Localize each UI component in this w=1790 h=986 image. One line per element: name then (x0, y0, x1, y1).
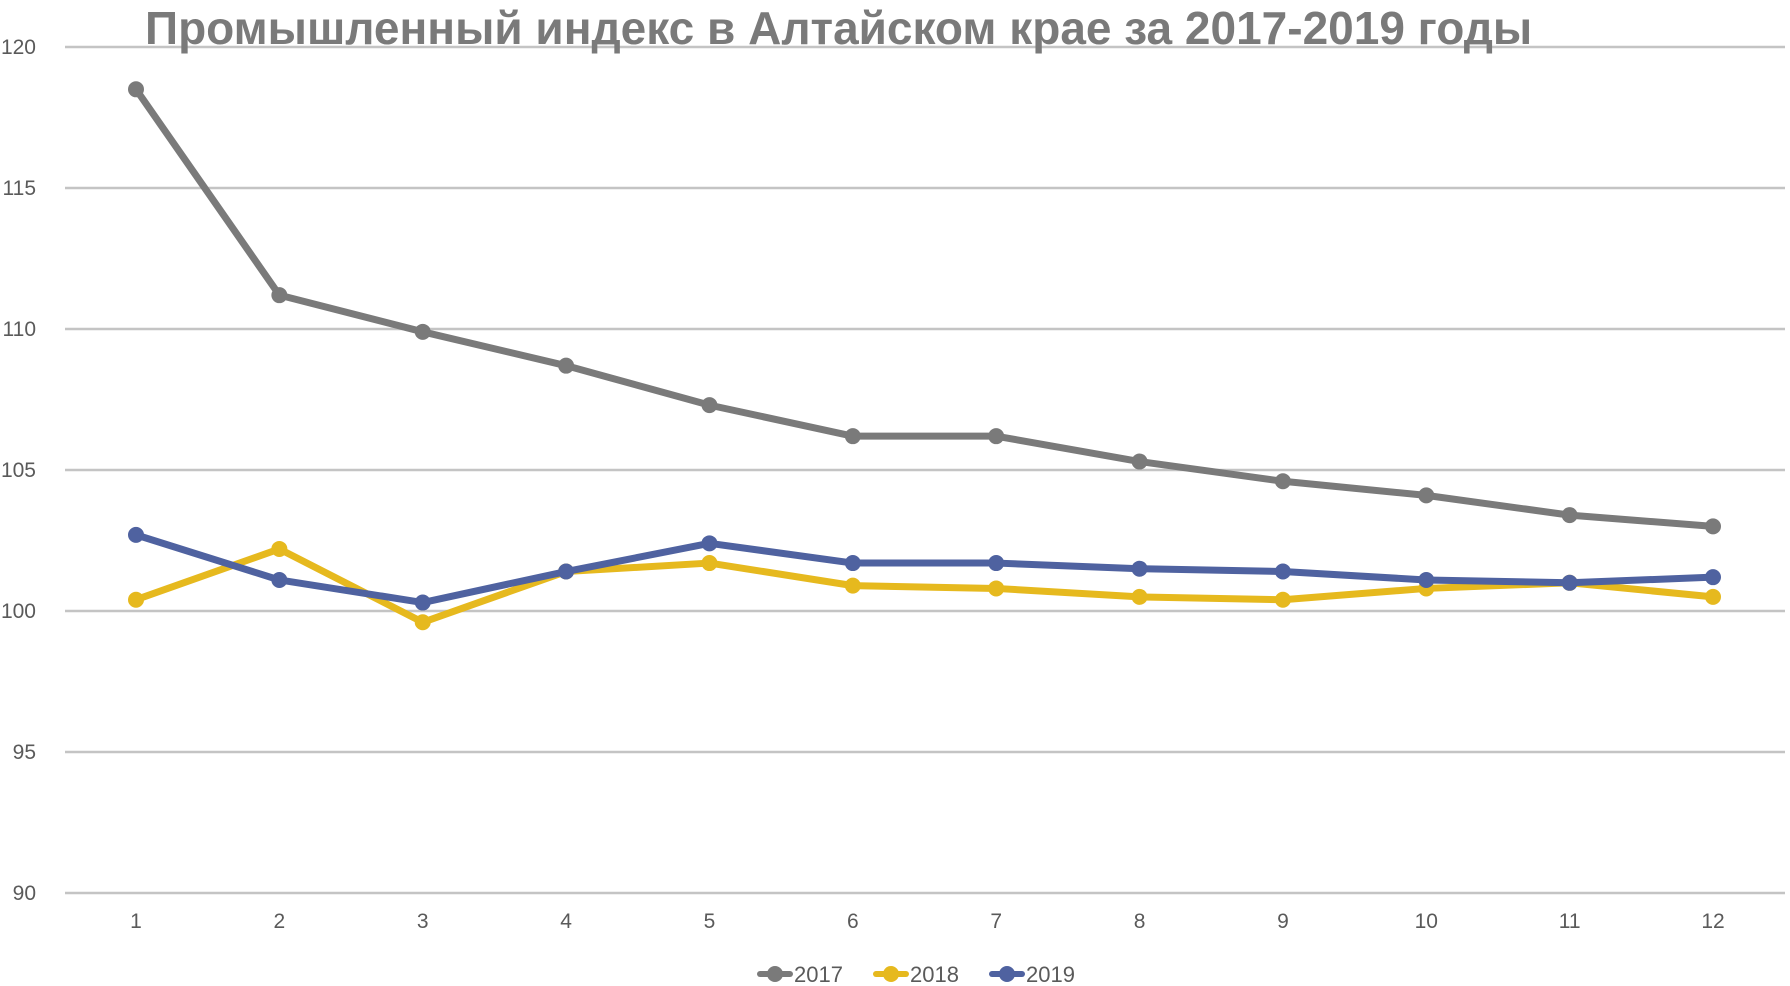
x-tick-label: 3 (417, 910, 429, 933)
data-point-2017-8 (1131, 453, 1148, 470)
data-point-2017-2 (271, 287, 288, 304)
legend-label: 2019 (1026, 962, 1075, 986)
data-point-2018-5 (701, 555, 718, 572)
series-2017 (128, 81, 1721, 535)
data-point-2017-6 (844, 428, 861, 445)
data-point-2019-10 (1418, 571, 1435, 588)
x-tick-label: 2 (274, 910, 286, 933)
y-tick-label: 110 (3, 318, 36, 341)
data-point-2019-4 (558, 563, 575, 580)
data-point-2019-5 (701, 535, 718, 552)
x-tick-label: 12 (1701, 910, 1724, 933)
series-line-2018 (132, 545, 1717, 626)
data-point-2017-7 (988, 428, 1005, 445)
x-tick-label: 9 (1277, 910, 1289, 933)
y-tick-label: 100 (1, 600, 36, 623)
x-tick-label: 4 (560, 910, 572, 933)
x-tick-label: 10 (1415, 910, 1438, 933)
data-point-2018-7 (988, 580, 1005, 597)
data-point-2017-3 (414, 323, 431, 340)
series-2019 (128, 526, 1721, 611)
data-point-2019-9 (1274, 563, 1291, 580)
data-point-2018-6 (844, 577, 861, 594)
data-point-2017-11 (1561, 507, 1578, 524)
data-point-2019-6 (844, 555, 861, 572)
chart-title: Промышленный индекс в Алтайском крае за … (145, 2, 1532, 54)
x-tick-label: 5 (704, 910, 716, 933)
legend-dot-marker (999, 966, 1015, 982)
x-tick-label: 8 (1134, 910, 1146, 933)
x-tick-label: 1 (130, 910, 142, 933)
data-point-2018-9 (1274, 591, 1291, 608)
x-tick-label: 6 (847, 910, 859, 933)
data-point-2017-5 (701, 397, 718, 414)
x-tick-label: 7 (990, 910, 1002, 933)
series-line-2017 (132, 85, 1717, 530)
data-point-2019-11 (1561, 574, 1578, 591)
data-point-2019-7 (988, 555, 1005, 572)
data-point-2017-1 (128, 81, 144, 98)
data-point-2018-12 (1705, 588, 1721, 605)
legend-item-2018: 2018 (873, 962, 959, 986)
x-tick-label: 11 (1559, 910, 1581, 933)
y-tick-label: 95 (13, 741, 36, 764)
gridlines (65, 45, 1785, 895)
y-tick-label: 115 (3, 177, 36, 200)
legend-label: 2018 (910, 962, 959, 986)
series-2018 (128, 540, 1721, 631)
data-point-2019-3 (414, 594, 431, 611)
data-point-2017-9 (1274, 473, 1291, 490)
series-line-2019 (132, 531, 1717, 607)
y-axis-tick-labels: 90 95 100 105 110 115 120 (1, 36, 36, 905)
data-point-2018-2 (271, 540, 288, 557)
series-lines (128, 81, 1721, 631)
legend-dot-marker (883, 966, 899, 982)
data-point-2017-12 (1705, 518, 1721, 535)
legend-item-2019: 2019 (989, 962, 1075, 986)
data-point-2019-2 (271, 571, 288, 588)
data-point-2017-10 (1418, 487, 1435, 504)
data-point-2018-3 (414, 614, 431, 631)
legend: 2017 2018 2019 (757, 962, 1075, 986)
y-tick-label: 90 (13, 882, 36, 905)
data-point-2018-8 (1131, 588, 1148, 605)
data-point-2019-1 (128, 526, 144, 543)
data-point-2019-12 (1705, 569, 1721, 586)
legend-item-2017: 2017 (757, 962, 843, 986)
data-point-2017-4 (558, 357, 575, 374)
x-axis-tick-labels: 1 2 3 4 5 6 7 8 9 10 11 12 (130, 910, 1725, 933)
data-point-2018-1 (128, 591, 144, 608)
data-point-2019-8 (1131, 560, 1148, 577)
legend-dot-marker (767, 966, 783, 982)
legend-label: 2017 (794, 962, 843, 986)
y-tick-label: 105 (1, 459, 36, 482)
y-tick-label: 120 (1, 36, 36, 59)
